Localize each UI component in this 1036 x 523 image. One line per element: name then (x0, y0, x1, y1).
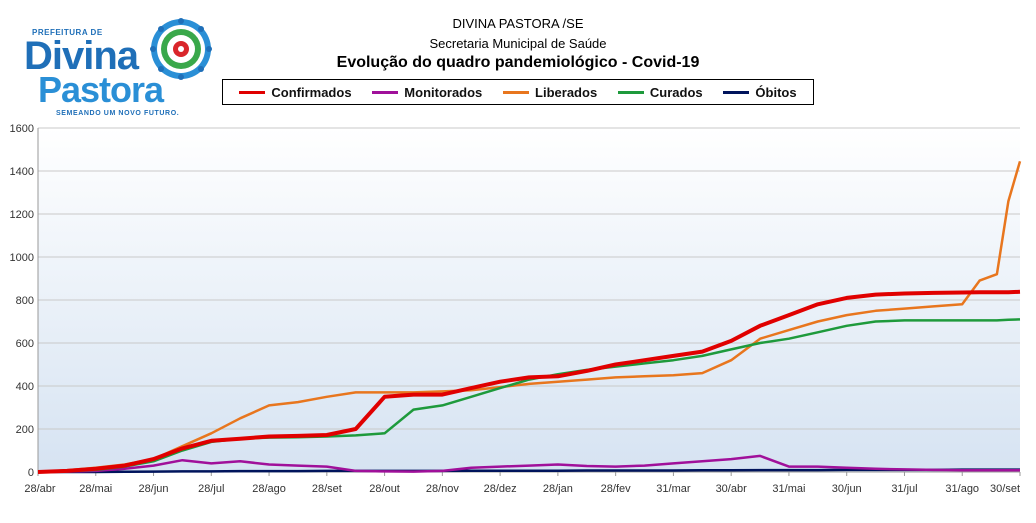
logo-pastora-text: Pastora (38, 69, 164, 110)
y-tick-label: 200 (16, 424, 34, 436)
x-tick-label: 28/set (312, 483, 342, 495)
x-tick-label: 28/dez (484, 483, 517, 495)
legend-swatch (372, 90, 399, 94)
y-tick-label: 1200 (10, 209, 34, 221)
y-tick-label: 0 (28, 467, 34, 479)
legend-item-confirmados: Confirmados (239, 84, 352, 100)
x-tick-label: 28/nov (426, 483, 460, 495)
chart-title: Evolução do quadro pandemiológico - Covi… (336, 54, 700, 71)
legend-item-curados: Curados (617, 84, 703, 100)
chart-legend: Confirmados Monitorados Liberados Curados Ób… (222, 79, 814, 105)
x-tick-label: 30/jun (832, 483, 862, 495)
y-tick-label: 1000 (10, 252, 34, 264)
logo-prefeitura-text: PREFEITURA DE (32, 28, 103, 37)
logo-slogan-text: SEMEANDO UM NOVO FUTURO. (56, 110, 180, 117)
x-tick-label: 31/mai (772, 483, 805, 495)
x-tick-label: 28/jan (543, 483, 573, 495)
legend-label: Monitorados (404, 84, 483, 100)
legend-label: Óbitos (755, 84, 797, 100)
x-tick-label: 30/abr (716, 483, 748, 495)
legend-swatch (503, 90, 530, 94)
legend-swatch (617, 90, 644, 94)
header-line2: Secretaria Municipal de Saúde (429, 36, 607, 51)
y-tick-label: 800 (16, 295, 34, 307)
series-line-liberados (37, 160, 1022, 474)
legend-item-monitorados: Monitorados (372, 85, 482, 100)
y-tick-label: 1400 (10, 166, 34, 178)
x-tick-label: 28/ago (252, 483, 286, 495)
series-line-confirmados (37, 289, 1021, 474)
x-tick-label: 28/mai (79, 483, 112, 495)
logo-emblem-icon (150, 18, 212, 80)
x-tick-label: 31/ago (945, 483, 979, 495)
legend-label: Liberados (535, 84, 598, 100)
legend-item-liberados: Liberados (503, 85, 597, 100)
y-tick-label: 600 (16, 338, 34, 350)
x-tick-label: 30/set (990, 483, 1020, 495)
legend-swatch (239, 90, 266, 94)
x-tick-label: 28/fev (601, 483, 631, 495)
x-tick-label: 28/jun (139, 483, 169, 495)
header-line1: DIVINA PASTORA /SE (452, 16, 584, 31)
legend-label: Confirmados (271, 84, 352, 100)
logo-divina-text: Divina (24, 34, 139, 78)
y-tick-label: 1600 (10, 123, 34, 135)
x-tick-label: 28/jul (198, 483, 224, 495)
x-tick-label: 31/mar (656, 483, 691, 495)
x-tick-label: 28/abr (24, 483, 56, 495)
legend-swatch (723, 90, 750, 94)
x-tick-label: 31/jul (891, 483, 917, 495)
series-line-monitorados (37, 454, 1020, 474)
logo: PREFEITURA DE Divina Pastora SEMEANDO UM… (20, 14, 220, 124)
legend-item-obitos: Óbitos (723, 84, 797, 100)
x-tick-label: 28/out (369, 483, 400, 495)
y-tick-label: 400 (16, 381, 34, 393)
legend-label: Curados (649, 84, 703, 100)
